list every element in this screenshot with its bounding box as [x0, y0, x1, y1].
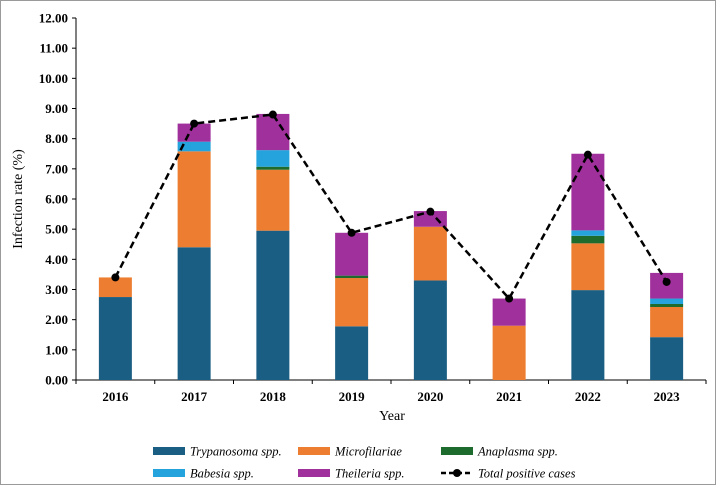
y-axis-title: Infection rate (%) [11, 149, 26, 249]
bar-segment [256, 166, 290, 170]
legend-swatch [153, 447, 185, 455]
x-tick-label: 2016 [102, 389, 129, 404]
total-line-point [583, 150, 592, 159]
bars [98, 113, 684, 380]
legend-label: Microfilariae [334, 445, 402, 459]
bar-segment [98, 277, 132, 298]
bar-segment [571, 153, 605, 231]
legend: Trypanosoma spp. Microfilariae Anaplasma s… [153, 445, 576, 481]
bar-segment [177, 141, 211, 152]
bar-segment [335, 232, 369, 276]
bar-segment [571, 230, 605, 236]
x-axis: 2016 2017 2018 2019 2020 2021 2022 2023 [75, 379, 707, 404]
total-line-point [111, 273, 120, 282]
bar-segment [492, 298, 526, 326]
y-tick-label: 12.00 [39, 11, 68, 26]
bar-segment [256, 230, 290, 380]
total-line-point [426, 207, 435, 216]
total-line-point [268, 110, 277, 119]
total-line-point [505, 294, 514, 303]
y-tick-label: 1.00 [45, 342, 68, 357]
total-line-path [114, 113, 668, 301]
total-line-point [662, 277, 671, 286]
bar-segment [650, 298, 684, 304]
bar-segment [256, 169, 290, 231]
total-line-point [190, 119, 199, 128]
bar-segment [335, 275, 369, 279]
legend-label: Babesia spp. [190, 467, 254, 481]
x-tick-label: 2019 [339, 389, 366, 404]
y-axis: 0.00 1.00 2.00 3.00 4.00 5.00 6.00 7.00 8.00 9.00… [39, 11, 77, 388]
y-tick-label: 10.00 [39, 71, 68, 86]
y-tick-label: 3.00 [45, 282, 68, 297]
y-tick-label: 0.00 [45, 373, 68, 388]
x-tick-label: 2021 [496, 389, 522, 404]
legend-swatch [298, 469, 330, 477]
bar-segment [335, 326, 369, 380]
y-tick-label: 6.00 [45, 192, 68, 207]
x-tick-label: 2017 [181, 389, 208, 404]
bar-segment [571, 235, 605, 244]
legend-swatch [153, 469, 185, 477]
y-tick-label: 8.00 [45, 131, 68, 146]
total-line-point [347, 228, 356, 237]
bar-segment [413, 280, 447, 380]
bar-segment [492, 325, 526, 380]
y-tick-label: 2.00 [45, 312, 68, 327]
bar-segment [177, 151, 211, 248]
legend-marker [453, 469, 461, 477]
bar-segment [335, 278, 369, 327]
bar-segment [571, 290, 605, 380]
bar-segment [571, 243, 605, 291]
x-axis-title: Year [379, 409, 405, 424]
x-tick-label: 2020 [417, 389, 443, 404]
bar-segment [650, 337, 684, 380]
legend-label: Anaplasma spp. [477, 445, 558, 459]
legend-swatch [441, 447, 473, 455]
y-tick-label: 11.00 [39, 41, 68, 56]
bar-segment [650, 303, 684, 307]
legend-label: Theileria spp. [335, 467, 404, 481]
legend-label: Trypanosoma spp. [190, 445, 282, 459]
total-line [111, 110, 671, 303]
y-tick-label: 4.00 [45, 252, 68, 267]
legend-swatch [298, 447, 330, 455]
bar-segment [256, 113, 290, 151]
bar-segment [650, 306, 684, 338]
bar-segment [256, 150, 290, 167]
x-tick-label: 2022 [575, 389, 601, 404]
x-tick-label: 2023 [654, 389, 681, 404]
legend-label: Total positive cases [478, 467, 576, 481]
x-tick-label: 2018 [260, 389, 287, 404]
y-tick-label: 9.00 [45, 101, 68, 116]
y-tick-label: 5.00 [45, 222, 68, 237]
bar-segment [413, 226, 447, 281]
y-tick-label: 7.00 [45, 161, 68, 176]
bar-segment [98, 297, 132, 380]
bar-segment [177, 247, 211, 380]
